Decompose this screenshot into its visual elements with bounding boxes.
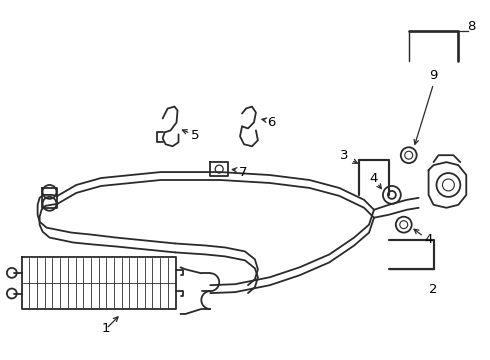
Text: 7: 7 [239, 166, 247, 179]
Text: 4: 4 [370, 171, 378, 185]
Text: 4: 4 [424, 233, 433, 246]
Text: 3: 3 [340, 149, 348, 162]
Text: 2: 2 [429, 283, 438, 296]
Text: 1: 1 [102, 322, 110, 336]
Text: 8: 8 [467, 20, 475, 33]
Text: 6: 6 [268, 116, 276, 129]
Text: 5: 5 [191, 129, 199, 142]
Text: 9: 9 [429, 69, 438, 82]
